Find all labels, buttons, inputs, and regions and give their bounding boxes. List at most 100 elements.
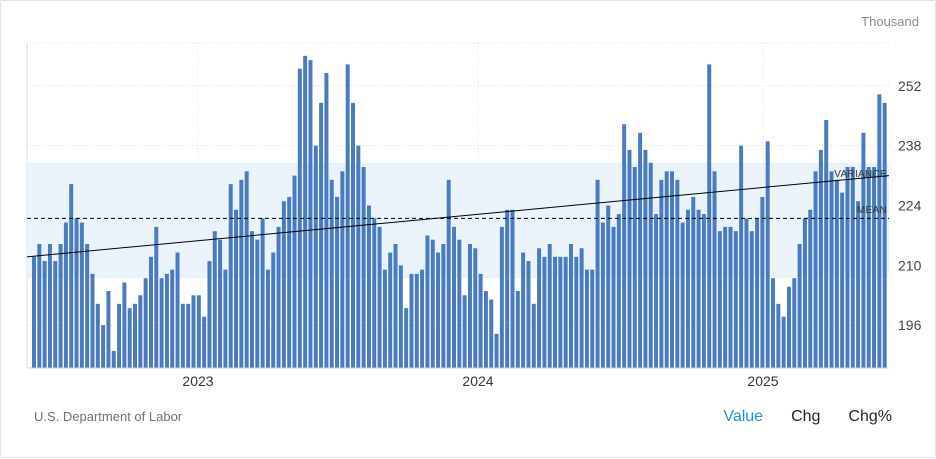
- bar: [308, 60, 313, 369]
- bar: [186, 303, 191, 368]
- bar: [191, 295, 196, 368]
- bar: [755, 218, 760, 368]
- bar: [850, 167, 855, 368]
- bar: [398, 265, 403, 368]
- bar: [701, 214, 706, 368]
- bar: [377, 226, 382, 368]
- axes: 196 210 224 238 252 2023 2024 2025: [27, 78, 922, 389]
- tab-value[interactable]: Value: [723, 408, 764, 425]
- bar: [255, 239, 260, 368]
- bar: [53, 261, 58, 368]
- bar: [733, 231, 738, 368]
- bar: [606, 205, 611, 368]
- bar: [627, 149, 632, 368]
- bar: [388, 252, 393, 368]
- bar: [85, 243, 90, 368]
- bar: [505, 209, 510, 368]
- bar: [739, 145, 744, 368]
- bar: [164, 273, 169, 368]
- bar: [781, 316, 786, 368]
- bar: [579, 248, 584, 368]
- bar: [813, 171, 818, 368]
- bar: [467, 243, 472, 368]
- bar: [79, 222, 84, 368]
- bar: [351, 102, 355, 369]
- bar: [90, 273, 95, 368]
- bar: [521, 252, 526, 368]
- bar: [382, 269, 387, 368]
- bar: [212, 231, 217, 368]
- bar: [122, 282, 127, 368]
- bar: [494, 333, 499, 368]
- bar: [680, 222, 685, 368]
- bar: [872, 167, 877, 368]
- bar: [446, 179, 451, 368]
- bar: [47, 243, 52, 368]
- source-label: U.S. Department of Labor: [34, 409, 183, 424]
- bar: [547, 243, 552, 368]
- bar: [595, 179, 600, 368]
- bar: [537, 248, 542, 368]
- bar: [723, 226, 728, 368]
- bar: [542, 256, 547, 368]
- y-tick-label: 196: [898, 317, 922, 333]
- view-tabs: Value Chg Chg%: [723, 408, 892, 426]
- bar: [786, 286, 791, 368]
- bar: [659, 179, 664, 368]
- bar: [882, 102, 887, 369]
- bar: [771, 278, 776, 368]
- bar: [133, 303, 138, 368]
- bar: [558, 256, 563, 368]
- bar: [297, 68, 302, 368]
- bar: [510, 209, 515, 368]
- bar: [845, 167, 850, 368]
- bar: [877, 94, 882, 368]
- bar: [223, 269, 228, 368]
- bar: [616, 214, 621, 368]
- bar: [207, 261, 212, 368]
- bar: [478, 273, 483, 368]
- bar: [111, 350, 116, 368]
- bar: [329, 179, 334, 368]
- bar: [393, 243, 398, 368]
- bar: [531, 303, 536, 368]
- bar: [696, 209, 701, 368]
- bar: [117, 303, 122, 368]
- x-tick-label: 2025: [747, 373, 778, 389]
- bar: [717, 231, 722, 368]
- bar: [228, 184, 233, 368]
- bar: [462, 295, 467, 368]
- variance-label: VARIANCE: [834, 169, 887, 180]
- bar: [366, 205, 371, 368]
- bar: [361, 167, 366, 368]
- bar: [707, 64, 712, 368]
- bar: [622, 124, 627, 368]
- tab-chg-pct[interactable]: Chg%: [848, 408, 892, 425]
- bar: [441, 243, 446, 368]
- bar: [127, 308, 132, 368]
- bar: [372, 218, 377, 368]
- bar: [452, 226, 457, 368]
- bar: [404, 308, 409, 368]
- bar: [218, 239, 223, 368]
- bar: [489, 299, 494, 368]
- bar: [74, 218, 79, 368]
- bars: [32, 55, 887, 369]
- bar: [436, 252, 441, 368]
- bar: [414, 273, 419, 368]
- bar: [584, 269, 589, 368]
- bar: [260, 218, 265, 368]
- bar: [643, 149, 648, 368]
- unit-label: Thousand: [861, 14, 919, 29]
- bar: [654, 214, 659, 368]
- y-tick-label: 210: [898, 257, 922, 273]
- bar: [760, 196, 765, 368]
- bar: [473, 248, 478, 368]
- bar: [675, 179, 680, 368]
- tab-chg[interactable]: Chg: [791, 408, 821, 425]
- bar: [345, 64, 350, 368]
- bar: [712, 171, 717, 368]
- bar: [276, 226, 281, 368]
